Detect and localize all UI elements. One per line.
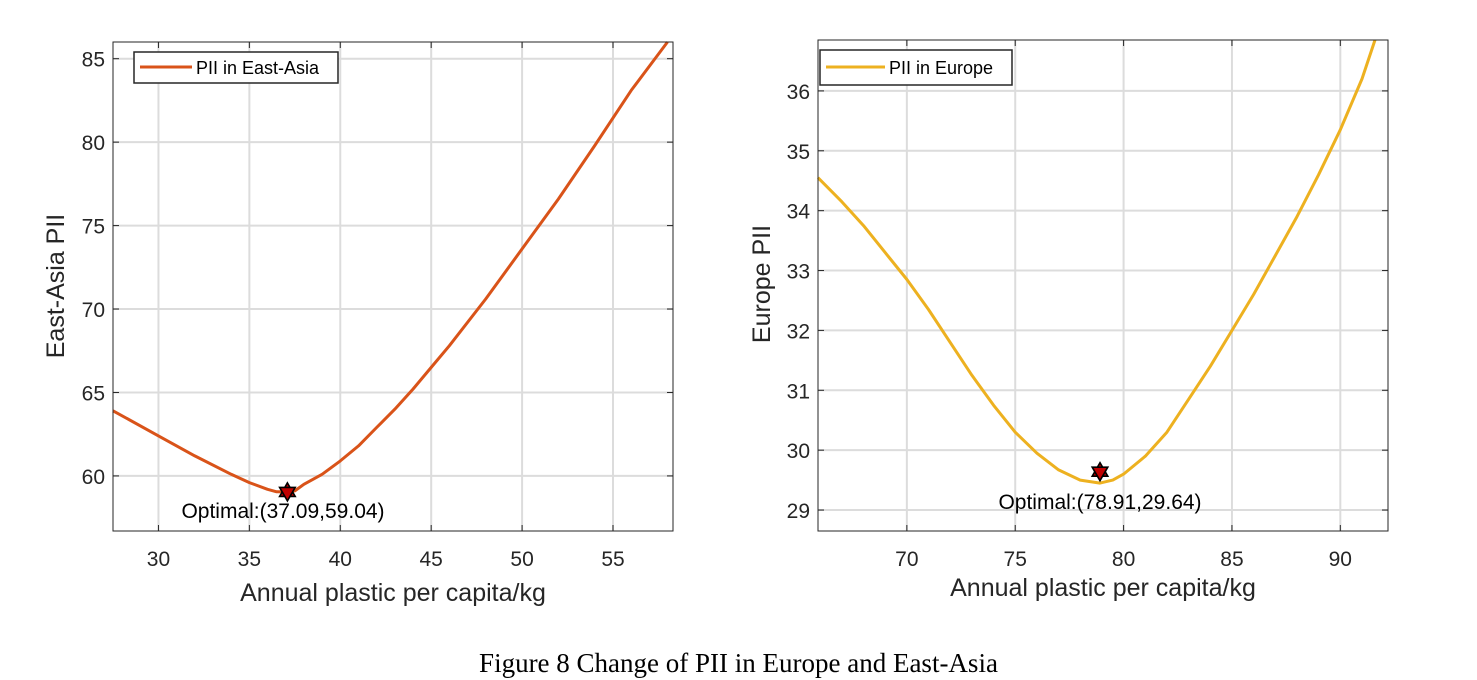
x-tick-label: 85 (1220, 548, 1243, 571)
series-line (112, 41, 669, 494)
x-tick-label: 50 (510, 548, 533, 571)
legend-label: PII in Europe (889, 58, 993, 78)
x-tick-label: 45 (420, 548, 443, 571)
y-tick-label: 34 (787, 201, 811, 224)
tick-layer: 30 35 40 45 50 55 60 65 70 75 80 85 (82, 42, 673, 571)
optimum-marker (1090, 461, 1110, 483)
tick-layer: 70 75 80 85 90 29 30 31 32 33 34 35 36 (787, 40, 1388, 571)
y-tick-label: 60 (82, 466, 105, 489)
series-line (816, 39, 1377, 485)
x-tick-label: 80 (1112, 548, 1135, 571)
y-tick-label: 29 (787, 500, 810, 523)
x-axis-label: Annual plastic per capita/kg (950, 574, 1256, 602)
y-tick-label: 65 (82, 382, 105, 405)
optimum-label: Optimal:(37.09,59.04) (181, 500, 384, 523)
legend: PII in Europe (819, 49, 1013, 86)
x-tick-label: 30 (147, 548, 170, 571)
plot-area (113, 42, 673, 531)
plot-frame (112, 41, 674, 532)
x-tick-label: 55 (601, 548, 624, 571)
optimum-star-down (1090, 466, 1110, 483)
optimum-star-down (278, 486, 297, 503)
grid-lines (818, 40, 1388, 531)
grid-lines (113, 42, 673, 531)
legend-box (819, 49, 1013, 86)
east-asia-chart: 30 35 40 45 50 55 60 65 70 75 80 85 Optimal:(37.09,… (42, 41, 674, 607)
legend: PII in East-Asia (133, 51, 339, 84)
y-tick-label: 80 (82, 132, 105, 155)
y-tick-label: 35 (787, 141, 810, 164)
plot-area (818, 40, 1388, 531)
y-axis-label: East-Asia PII (42, 214, 70, 359)
y-tick-label: 36 (787, 81, 810, 104)
legend-label: PII in East-Asia (196, 58, 320, 78)
series-layer (816, 39, 1377, 485)
x-tick-label: 90 (1329, 548, 1352, 571)
figure-caption: Figure 8 Change of PII in Europe and Eas… (479, 648, 998, 678)
x-tick-label: 70 (895, 548, 918, 571)
y-tick-label: 33 (787, 261, 810, 284)
europe-chart: 70 75 80 85 90 29 30 31 32 33 34 35 36 Optimal:(78.9… (748, 39, 1389, 602)
plot-frame (817, 39, 1389, 532)
optimum-marker (278, 481, 297, 503)
figure: 30 35 40 45 50 55 60 65 70 75 80 85 Optimal:(37.09,… (42, 39, 1389, 607)
series-layer (112, 41, 669, 494)
y-tick-label: 32 (787, 320, 810, 343)
y-tick-label: 70 (82, 299, 105, 322)
optimum-label: Optimal:(78.91,29.64) (998, 491, 1201, 514)
x-tick-label: 40 (329, 548, 352, 571)
x-axis-label: Annual plastic per capita/kg (240, 579, 546, 607)
y-axis-label: Europe PII (748, 225, 776, 343)
x-tick-label: 35 (238, 548, 261, 571)
y-tick-label: 30 (787, 440, 810, 463)
y-tick-label: 85 (82, 49, 105, 72)
y-tick-label: 75 (82, 216, 105, 239)
y-tick-label: 31 (787, 380, 810, 403)
x-tick-label: 75 (1004, 548, 1027, 571)
